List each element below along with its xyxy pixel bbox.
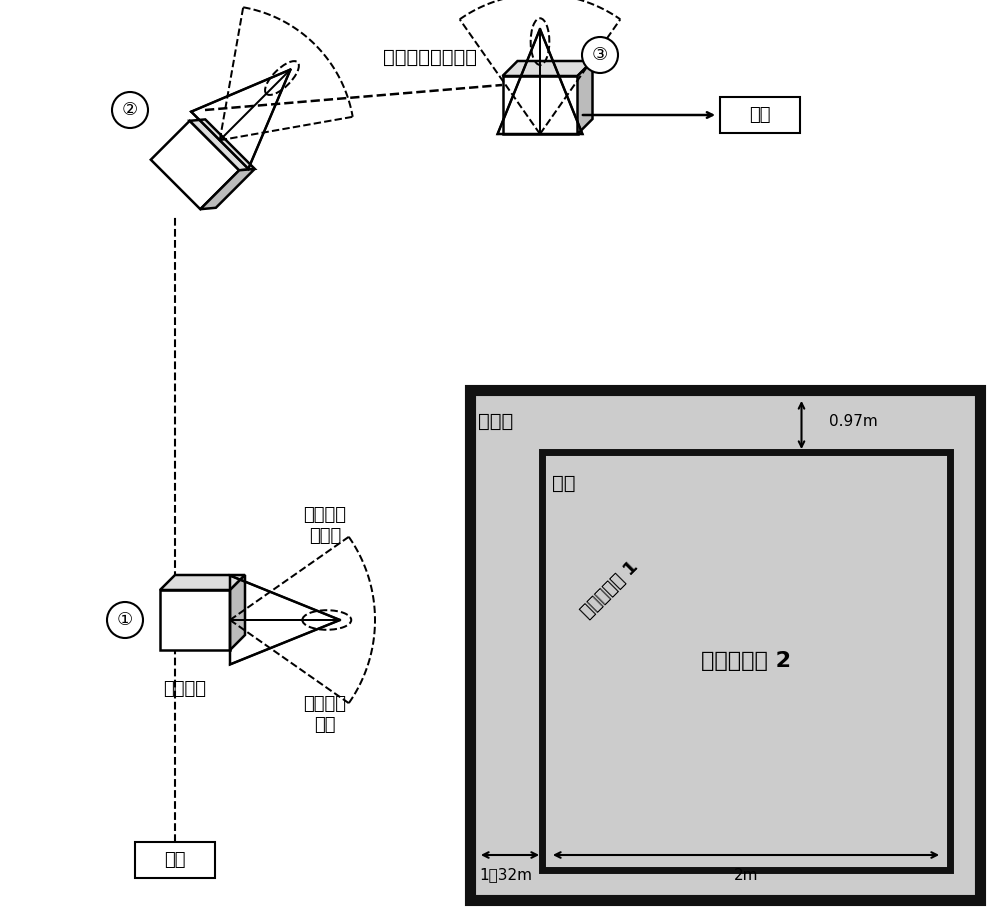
Text: ③: ③ bbox=[592, 46, 608, 64]
Polygon shape bbox=[200, 169, 255, 210]
Text: 微波雷达
波束: 微波雷达 波束 bbox=[304, 695, 347, 734]
Polygon shape bbox=[160, 575, 245, 590]
Text: 结束: 结束 bbox=[749, 106, 771, 124]
Text: 车载系统: 车载系统 bbox=[164, 680, 207, 698]
Text: 车载系统预设路线: 车载系统预设路线 bbox=[383, 48, 477, 67]
Text: ②: ② bbox=[122, 101, 138, 119]
Text: 砖墙: 砖墙 bbox=[552, 474, 576, 493]
Text: 开始: 开始 bbox=[164, 851, 186, 869]
Text: 激光雷达
视场角: 激光雷达 视场角 bbox=[304, 506, 347, 545]
Text: 1．32m: 1．32m bbox=[480, 868, 532, 882]
Polygon shape bbox=[160, 590, 230, 650]
Polygon shape bbox=[190, 119, 255, 171]
Text: 0.97m: 0.97m bbox=[830, 414, 878, 428]
Text: 2m: 2m bbox=[734, 868, 758, 882]
Circle shape bbox=[112, 92, 148, 128]
Bar bbox=[135, 842, 215, 878]
Bar bbox=[720, 97, 800, 133]
Circle shape bbox=[107, 602, 143, 638]
Polygon shape bbox=[151, 121, 239, 210]
Circle shape bbox=[582, 37, 618, 73]
Text: 障碍墙: 障碍墙 bbox=[478, 412, 513, 431]
Polygon shape bbox=[578, 61, 592, 134]
Text: 非可视区域 1: 非可视区域 1 bbox=[578, 558, 642, 622]
Text: 非可视区域 2: 非可视区域 2 bbox=[701, 651, 791, 671]
Polygon shape bbox=[503, 76, 578, 134]
Bar bbox=[542, 452, 950, 870]
Polygon shape bbox=[230, 575, 245, 650]
Bar bbox=[470, 390, 980, 900]
Polygon shape bbox=[503, 61, 592, 76]
Text: ①: ① bbox=[117, 611, 133, 629]
